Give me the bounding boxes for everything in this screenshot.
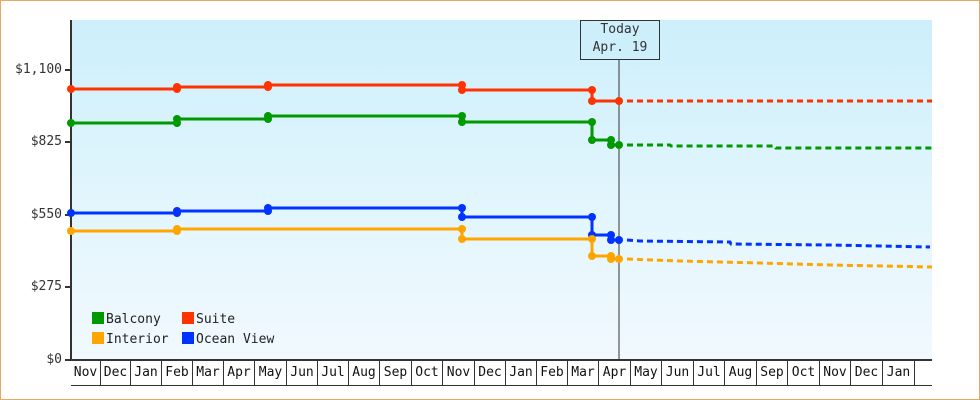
month-label: Jan (131, 361, 162, 385)
ocean-view-swatch (182, 332, 194, 344)
today-date: Apr. 19 (592, 40, 648, 55)
balcony-swatch (92, 312, 104, 324)
month-label: Nov (71, 361, 101, 385)
month-label: Jan (883, 361, 915, 385)
legend-label: Ocean View (196, 332, 275, 347)
legend-label: Suite (196, 312, 236, 327)
month-label: Aug (349, 361, 380, 385)
x-axis: Nov Dec Jan Feb Mar Apr May Jun Jul Aug … (71, 361, 932, 386)
month-label: Mar (193, 361, 224, 385)
month-label: Jul (694, 361, 725, 385)
interior-swatch (92, 332, 104, 344)
series-interior-forecast (626, 257, 933, 269)
month-label: Jul (318, 361, 349, 385)
legend-item-ocean-view: Ocean View (182, 332, 274, 347)
month-label: Apr (224, 361, 255, 385)
today-annotation: Today Apr. 19 (580, 20, 660, 60)
month-label: Feb (162, 361, 193, 385)
month-label: Dec (475, 361, 506, 385)
month-label: Sep (380, 361, 412, 385)
month-label: Aug (725, 361, 757, 385)
month-label: Nov (820, 361, 851, 385)
month-label: Nov (443, 361, 475, 385)
y-tick-0: $0 (46, 352, 62, 367)
month-label: Oct (412, 361, 443, 385)
legend-item-balcony: Balcony (92, 312, 161, 327)
month-label: Jan (506, 361, 537, 385)
month-label: Feb (537, 361, 568, 385)
legend-label: Balcony (106, 312, 161, 327)
month-label: Dec (101, 361, 131, 385)
month-label: Apr (599, 361, 631, 385)
series-balcony-forecast (627, 143, 932, 150)
month-label: Jun (662, 361, 694, 385)
month-label: May (255, 361, 287, 385)
today-label: Today (600, 22, 640, 37)
legend-item-interior: Interior (92, 332, 169, 347)
y-tick-550: $550 (30, 207, 62, 222)
legend-item-suite: Suite (182, 312, 235, 327)
y-tick-825: $825 (30, 134, 62, 149)
suite-swatch (182, 312, 194, 324)
month-label: Sep (757, 361, 788, 385)
month-label: May (631, 361, 662, 385)
series-ocean-view-forecast (626, 238, 931, 249)
series-balcony-line (71, 114, 619, 147)
y-tick-275: $275 (30, 279, 62, 294)
legend-label: Interior (106, 332, 169, 347)
plot-area (71, 20, 932, 360)
series-interior-line (71, 227, 619, 261)
month-label: Mar (568, 361, 599, 385)
data-point-markers (67, 81, 623, 263)
series-suite-line (71, 83, 619, 103)
series-ocean-view-line (71, 206, 619, 242)
y-tick-1100: $1,100 (15, 62, 62, 77)
month-label: Jun (287, 361, 318, 385)
month-label: Oct (788, 361, 820, 385)
month-label: Dec (851, 361, 883, 385)
